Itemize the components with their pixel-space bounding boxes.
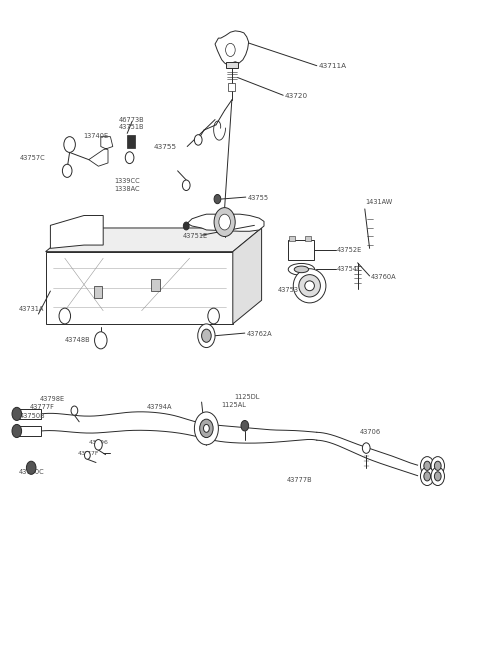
- Text: 43757C: 43757C: [19, 154, 45, 161]
- Ellipse shape: [293, 269, 326, 303]
- Text: 43798E: 43798E: [40, 396, 65, 402]
- Bar: [305, 236, 311, 241]
- Circle shape: [64, 137, 75, 152]
- Circle shape: [62, 164, 72, 177]
- Text: 43755: 43755: [154, 144, 177, 150]
- Text: 43760A: 43760A: [371, 273, 396, 280]
- Text: 13740E: 13740E: [84, 133, 108, 139]
- Circle shape: [214, 208, 235, 237]
- Circle shape: [95, 440, 102, 450]
- Bar: [226, 62, 238, 68]
- Text: 43750B: 43750B: [19, 413, 45, 419]
- Circle shape: [194, 135, 202, 145]
- Text: 43751B: 43751B: [119, 124, 144, 131]
- Text: 46773B: 46773B: [119, 116, 144, 123]
- Ellipse shape: [305, 281, 314, 291]
- Text: 43750C: 43750C: [18, 469, 44, 476]
- Text: 43777B: 43777B: [287, 477, 312, 484]
- Circle shape: [420, 457, 434, 475]
- Bar: [289, 236, 295, 241]
- Ellipse shape: [299, 275, 321, 297]
- Polygon shape: [187, 214, 264, 231]
- Circle shape: [26, 461, 36, 474]
- Text: 43751E: 43751E: [182, 233, 207, 239]
- Polygon shape: [50, 215, 103, 248]
- Text: 43755: 43755: [247, 194, 268, 201]
- Ellipse shape: [294, 266, 309, 273]
- Bar: [288, 240, 314, 260]
- Circle shape: [420, 467, 434, 486]
- Bar: [228, 83, 235, 91]
- Circle shape: [125, 152, 134, 164]
- Circle shape: [214, 194, 221, 204]
- Bar: [19, 409, 41, 419]
- Circle shape: [182, 180, 190, 191]
- Circle shape: [362, 443, 370, 453]
- Text: 43794A: 43794A: [146, 404, 172, 411]
- Circle shape: [434, 461, 441, 470]
- Polygon shape: [233, 228, 262, 324]
- Text: 1125AL: 1125AL: [222, 402, 247, 409]
- Polygon shape: [46, 228, 262, 252]
- Text: 43753: 43753: [277, 287, 299, 294]
- Circle shape: [202, 329, 211, 342]
- Circle shape: [434, 472, 441, 481]
- Circle shape: [424, 472, 431, 481]
- Circle shape: [200, 419, 213, 438]
- Circle shape: [204, 424, 209, 432]
- Circle shape: [183, 222, 189, 230]
- Text: 43796: 43796: [89, 440, 108, 445]
- Circle shape: [12, 424, 22, 438]
- Bar: [94, 286, 102, 298]
- Circle shape: [431, 457, 444, 475]
- Polygon shape: [215, 31, 249, 65]
- Circle shape: [198, 324, 215, 348]
- Text: 43731A: 43731A: [18, 306, 44, 312]
- Circle shape: [95, 332, 107, 349]
- Text: 1338AC: 1338AC: [114, 186, 140, 193]
- Circle shape: [219, 214, 230, 230]
- Text: 43711A: 43711A: [318, 63, 347, 70]
- Text: 43754C: 43754C: [337, 266, 363, 273]
- Circle shape: [59, 308, 71, 324]
- Text: 43'77F: 43'77F: [78, 451, 99, 456]
- Bar: [127, 135, 135, 148]
- Circle shape: [84, 451, 90, 459]
- Text: 1125DL: 1125DL: [234, 394, 260, 400]
- Text: 43752E: 43752E: [337, 246, 362, 253]
- Polygon shape: [89, 137, 113, 166]
- Circle shape: [71, 406, 78, 415]
- Text: 43748B: 43748B: [65, 336, 90, 343]
- Text: 43706: 43706: [360, 429, 381, 436]
- Ellipse shape: [288, 263, 315, 275]
- Bar: [19, 426, 41, 436]
- Polygon shape: [46, 252, 233, 324]
- Circle shape: [226, 43, 235, 57]
- Circle shape: [431, 467, 444, 486]
- Circle shape: [424, 461, 431, 470]
- Text: 43720: 43720: [285, 93, 308, 99]
- Text: 43762A: 43762A: [246, 330, 272, 337]
- Circle shape: [208, 308, 219, 324]
- Circle shape: [194, 412, 218, 445]
- Text: 43777F: 43777F: [30, 404, 55, 411]
- Text: 1339CC: 1339CC: [114, 177, 140, 184]
- Bar: [151, 279, 160, 291]
- Circle shape: [241, 420, 249, 431]
- Text: 1431AW: 1431AW: [365, 199, 392, 206]
- Circle shape: [12, 407, 22, 420]
